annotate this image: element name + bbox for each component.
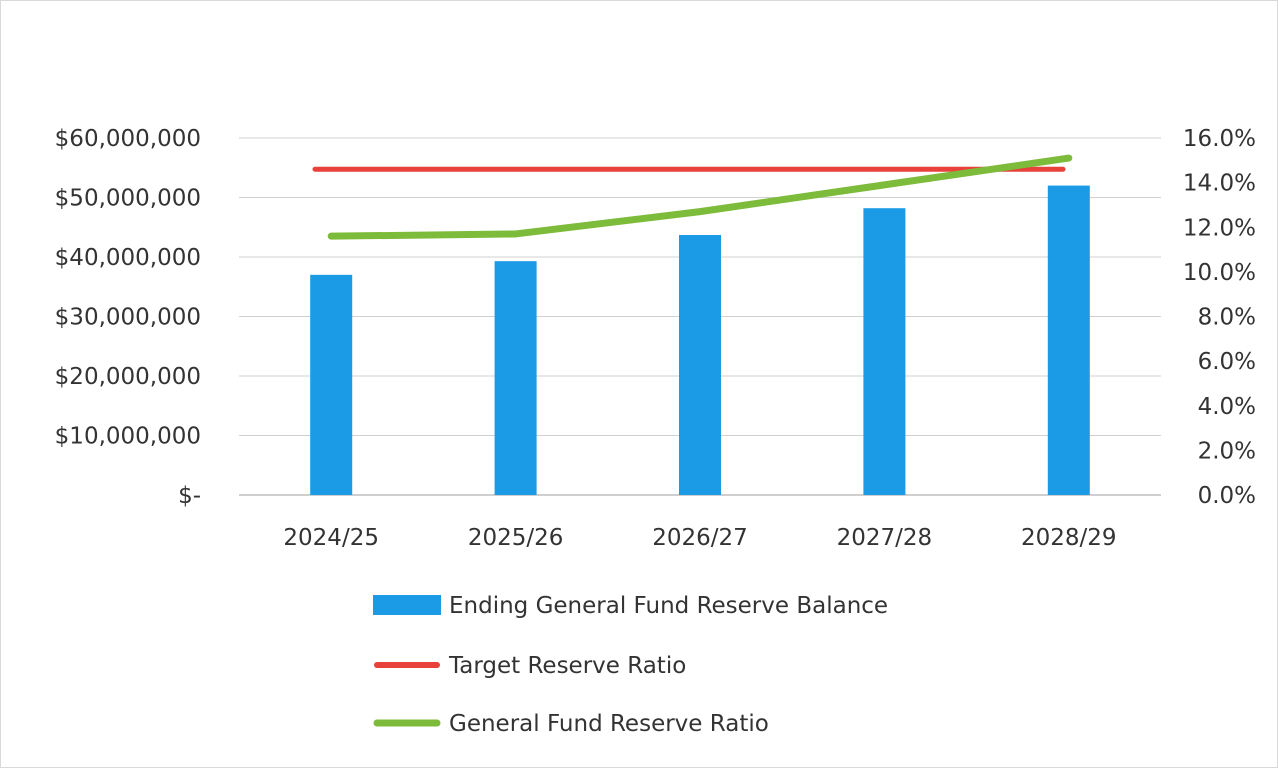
y-tick-label: $50,000,000 xyxy=(55,186,201,212)
y-tick-label: $10,000,000 xyxy=(55,424,201,450)
y2-tick-label: 8.0% xyxy=(1198,305,1256,331)
x-tick-label: 2027/28 xyxy=(837,525,933,551)
bar xyxy=(1047,185,1090,495)
bar xyxy=(310,274,353,495)
legend: Ending General Fund Reserve Balance Targe… xyxy=(373,593,888,737)
y2-tick-label: 16.0% xyxy=(1183,126,1256,152)
y2-tick-label: 10.0% xyxy=(1183,260,1256,286)
y2-tick-label: 2.0% xyxy=(1198,438,1256,464)
bar xyxy=(863,208,906,495)
x-axis-ticks: 2024/25 2025/26 2026/27 2027/28 2028/29 xyxy=(283,525,1116,551)
y2-tick-label: 6.0% xyxy=(1198,349,1256,375)
x-tick-label: 2026/27 xyxy=(652,525,748,551)
reserve-ratio-line xyxy=(327,154,1073,240)
right-axis-ticks: 0.0% 2.0% 4.0% 6.0% 8.0% 10.0% 12.0% 14.0% 16.0% xyxy=(1183,126,1256,509)
y-tick-label: $- xyxy=(178,483,201,509)
y-tick-label: $30,000,000 xyxy=(55,305,201,331)
lines xyxy=(312,154,1073,240)
y2-tick-label: 4.0% xyxy=(1198,394,1256,420)
left-axis-ticks: $- $10,000,000 $20,000,000 $30,000,000 $40,0… xyxy=(55,126,201,509)
legend-label: Target Reserve Ratio xyxy=(448,653,686,679)
y-tick-label: $40,000,000 xyxy=(55,245,201,271)
y2-tick-label: 0.0% xyxy=(1198,483,1256,509)
y2-tick-label: 14.0% xyxy=(1183,171,1256,197)
legend-label: Ending General Fund Reserve Balance xyxy=(449,593,888,619)
legend-swatch xyxy=(373,595,441,615)
bars xyxy=(310,185,1090,496)
y-tick-label: $60,000,000 xyxy=(55,126,201,152)
x-tick-label: 2028/29 xyxy=(1021,525,1117,551)
legend-label: General Fund Reserve Ratio xyxy=(449,711,769,737)
bar xyxy=(679,234,721,496)
y-tick-label: $20,000,000 xyxy=(55,364,201,390)
bar xyxy=(494,261,537,495)
x-tick-label: 2024/25 xyxy=(283,525,379,551)
y2-tick-label: 12.0% xyxy=(1183,215,1256,241)
x-tick-label: 2025/26 xyxy=(468,525,564,551)
